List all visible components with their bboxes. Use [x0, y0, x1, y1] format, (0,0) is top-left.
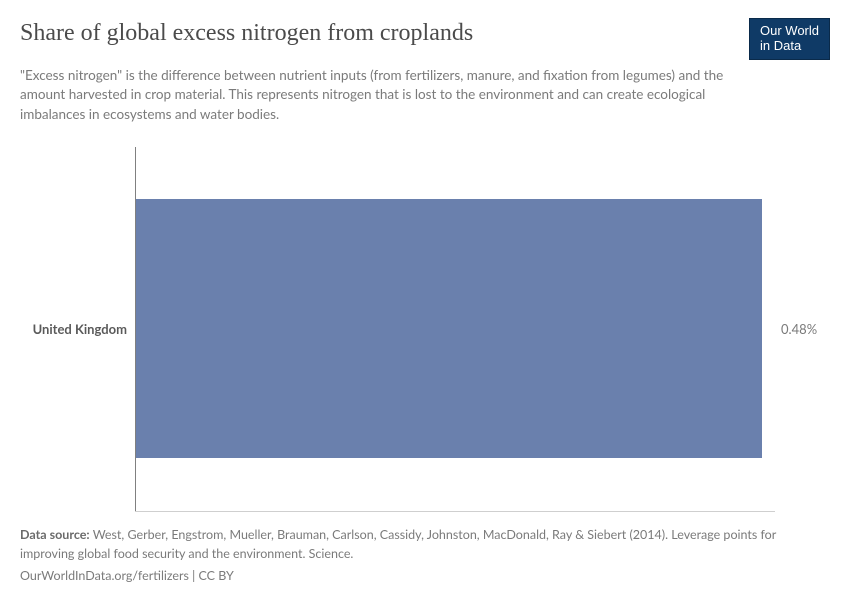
x-axis-baseline: [135, 511, 775, 512]
credit-line: OurWorldInData.org/fertilizers | CC BY: [20, 567, 830, 586]
plot-column: [135, 147, 775, 511]
header-row: Share of global excess nitrogen from cro…: [20, 18, 830, 60]
source-text: West, Gerber, Engstrom, Mueller, Brauman…: [20, 527, 776, 561]
source-label: Data source:: [20, 527, 90, 542]
chart-title: Share of global excess nitrogen from cro…: [20, 18, 473, 48]
y-label-column: United Kingdom: [20, 147, 135, 511]
bar-label: United Kingdom: [33, 321, 127, 337]
owid-logo: Our World in Data: [749, 18, 830, 60]
logo-line-2: in Data: [760, 38, 801, 53]
bar: [136, 199, 762, 458]
chart-area: United Kingdom 0.48%: [20, 147, 830, 512]
value-label-column: 0.48%: [775, 147, 830, 511]
plot-row: United Kingdom 0.48%: [20, 147, 830, 511]
logo-line-1: Our World: [760, 23, 819, 38]
bar-track: [136, 147, 775, 511]
source-line: Data source: West, Gerber, Engstrom, Mue…: [20, 526, 830, 564]
chart-subtitle: "Excess nitrogen" is the difference betw…: [20, 66, 760, 125]
bar-value: 0.48%: [781, 321, 817, 337]
chart-footer: Data source: West, Gerber, Engstrom, Mue…: [20, 526, 830, 586]
chart-container: Share of global excess nitrogen from cro…: [0, 0, 850, 600]
